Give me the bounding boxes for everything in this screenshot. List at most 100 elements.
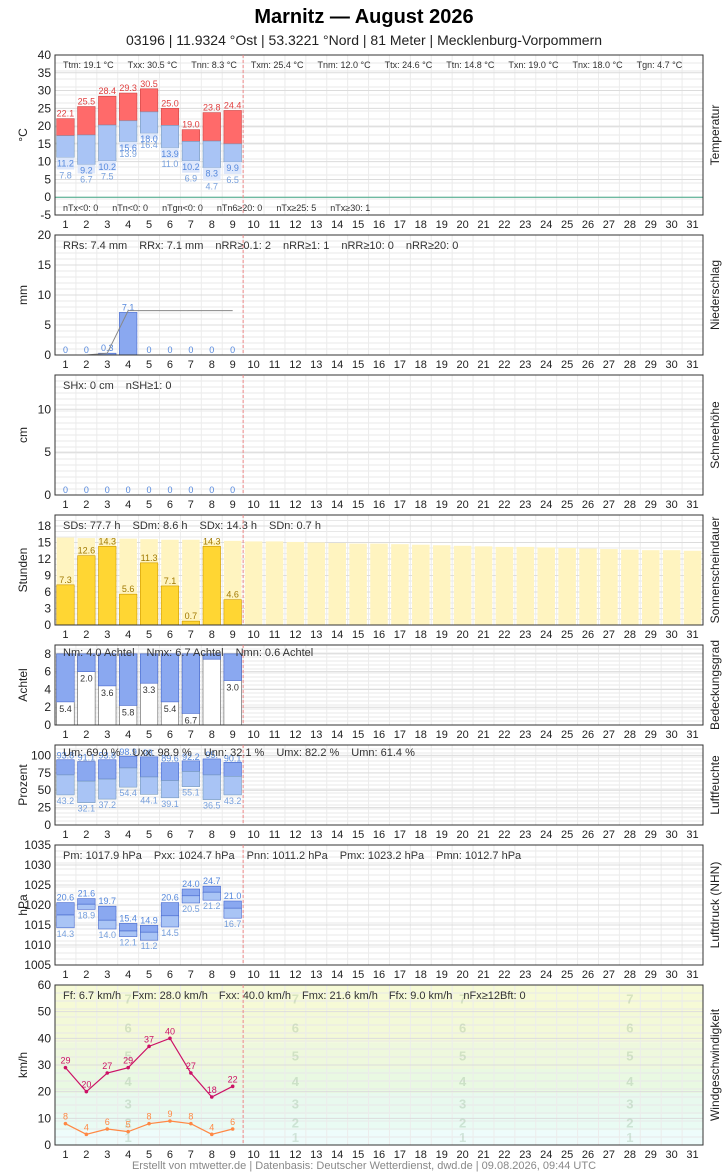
pressure-min-label: 12.1 <box>119 938 137 948</box>
sunshine-bar <box>98 546 117 626</box>
x-tick-label: 15 <box>352 829 364 841</box>
sunshine-bar <box>223 599 242 626</box>
wind-mean-label: 4 <box>209 1122 214 1132</box>
x-tick-label: 26 <box>582 499 594 511</box>
x-tick-label: 4 <box>125 359 131 371</box>
x-tick-label: 1 <box>62 969 68 981</box>
footer-credits: Erstellt von mtwetter.de | Datenbasis: D… <box>131 1160 597 1172</box>
page-title: Marnitz — August 2026 <box>254 6 474 28</box>
pressure-min-label: 18.9 <box>78 910 96 920</box>
y-tick-label: 20 <box>38 1085 52 1099</box>
wind-mean-label: 5 <box>126 1120 131 1130</box>
panel-frame <box>54 54 704 216</box>
x-tick-label: 1 <box>62 729 68 741</box>
sunshine-bar <box>77 555 96 626</box>
stat-label: Fxx: 40.0 km/h <box>219 990 291 1002</box>
stat-label: Unn: 32.1 % <box>204 747 265 759</box>
sunshine-label: 4.6 <box>226 590 239 600</box>
wind-mean-point <box>126 1129 130 1134</box>
y-tick-label: 20 <box>38 228 52 242</box>
x-tick-label: 27 <box>603 629 615 641</box>
snow-label: 0 <box>188 485 193 495</box>
x-tick-label: 17 <box>394 969 406 981</box>
humidity-max-label: 95. <box>206 750 219 760</box>
humidity-upper-bar <box>202 758 221 776</box>
y-axis-label: Prozent <box>16 764 30 806</box>
x-tick-label: 11 <box>269 829 280 841</box>
pressure-lower-bar <box>98 919 117 930</box>
panel-side-label: Niederschlag <box>708 260 722 330</box>
y-tick-label: 30 <box>38 84 52 98</box>
humidity-lower-bar <box>160 780 180 799</box>
cloud-bar <box>181 653 200 714</box>
x-tick-label: 3 <box>104 629 110 641</box>
x-tick-label: 5 <box>146 1149 152 1161</box>
x-tick-label: 20 <box>456 629 468 641</box>
snow-label: 0 <box>147 485 152 495</box>
stat-label: Ff: 6.7 km/h <box>63 990 121 1002</box>
humidity-max-label: 90.1 <box>224 753 242 763</box>
stat-label: nRR≥1: 1 <box>283 240 329 252</box>
pressure-lower-bar <box>223 907 242 919</box>
x-tick-label: 9 <box>230 359 236 371</box>
humidity-lower-bar <box>202 774 221 800</box>
sunshine-label: 14.3 <box>98 536 116 546</box>
stat-label: RRs: 7.4 mm <box>63 240 127 252</box>
pressure-upper-bar <box>223 900 242 909</box>
sunshine-label: 12.6 <box>78 546 96 556</box>
y-tick-label: 10 <box>38 402 52 416</box>
pressure-min-label: 16.7 <box>224 919 242 929</box>
x-tick-label: 14 <box>331 219 343 231</box>
x-tick-label: 21 <box>477 1149 489 1161</box>
x-tick-label: 17 <box>394 219 406 231</box>
beaufort-band <box>55 1013 703 1043</box>
humidity-min-label: 43.2 <box>224 796 242 806</box>
pressure-max-label: 20.6 <box>57 893 75 903</box>
y-tick-label: 15 <box>38 137 52 151</box>
humidity-upper-bar <box>181 760 200 772</box>
tground-bar <box>98 160 117 171</box>
x-tick-label: 18 <box>415 729 427 741</box>
snow-label: 0 <box>230 485 235 495</box>
beaufort-label: 3 <box>626 1097 633 1112</box>
x-tick-label: 12 <box>289 499 301 511</box>
daylength-bar <box>328 543 346 625</box>
x-tick-label: 10 <box>247 499 259 511</box>
x-tick-label: 7 <box>188 629 194 641</box>
x-tick-label: 20 <box>456 1149 468 1161</box>
x-tick-label: 15 <box>352 359 364 371</box>
humidity-lower-bar <box>119 767 138 788</box>
y-tick-label: 5 <box>44 445 51 459</box>
precip-label: 0 <box>209 345 214 355</box>
x-tick-label: 19 <box>436 359 448 371</box>
y-tick-label: 18 <box>38 519 52 533</box>
y-tick-label: 0 <box>44 488 51 502</box>
y-tick-label: 1005 <box>24 958 51 972</box>
x-tick-label: 16 <box>373 629 385 641</box>
panel-side-label: Luftdruck (NHN) <box>708 862 722 949</box>
precip-cumulative-line <box>65 310 233 356</box>
tground-bar <box>202 167 221 181</box>
x-tick-label: 28 <box>624 1149 636 1161</box>
daylength-bar <box>182 539 200 625</box>
x-tick-label: 10 <box>247 969 259 981</box>
x-tick-label: 8 <box>209 629 215 641</box>
stat-label: Fmx: 21.6 km/h <box>302 990 378 1002</box>
y-tick-label: 25 <box>38 801 52 815</box>
x-tick-label: 2 <box>83 219 89 231</box>
x-tick-label: 12 <box>289 629 301 641</box>
x-tick-label: 24 <box>540 629 552 641</box>
daylength-bar <box>537 547 556 625</box>
stat-label: Nmn: 0.6 Achtel <box>236 647 314 659</box>
beaufort-band <box>55 1093 703 1115</box>
x-tick-label: 27 <box>603 499 615 511</box>
wind-gust-point <box>63 1065 68 1070</box>
daylength-bar <box>391 544 409 625</box>
sunshine-label: 7.3 <box>59 575 72 585</box>
wind-gust-label: 27 <box>186 1061 196 1071</box>
x-tick-label: 15 <box>352 729 364 741</box>
x-tick-label: 9 <box>230 219 236 231</box>
beaufort-label: 1 <box>459 1130 466 1145</box>
x-tick-label: 17 <box>394 729 406 741</box>
x-tick-label: 6 <box>167 829 173 841</box>
